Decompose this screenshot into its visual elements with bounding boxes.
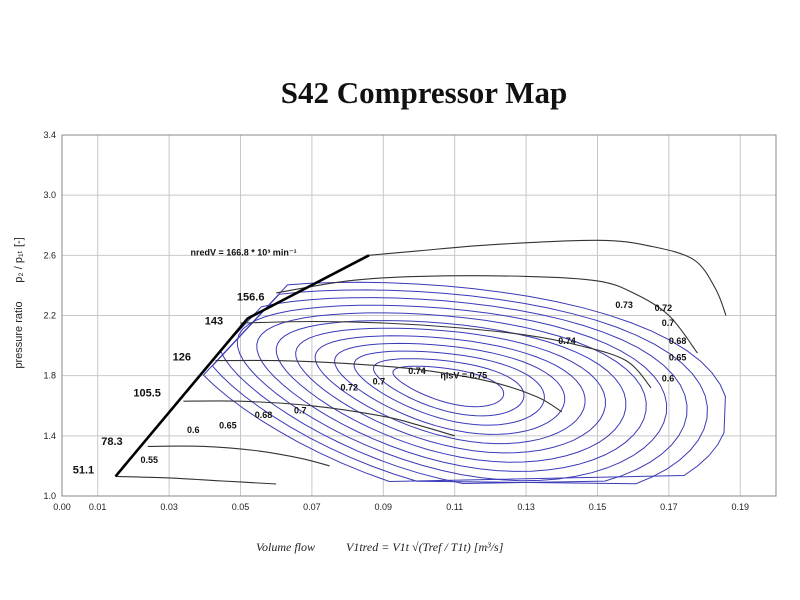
efficiency-contour-2 [353, 350, 545, 426]
efficiency-label: 0.73 [615, 300, 633, 310]
efficiency-contour-4 [314, 335, 586, 445]
efficiency-label: 0.7 [294, 405, 307, 415]
surge-line-path [114, 254, 370, 478]
x-tick-label: 0.05 [232, 502, 250, 512]
chart-title: S42 Compressor Map [281, 75, 567, 110]
efficiency-label: 0.6 [187, 425, 200, 435]
x-tick-label: 0.00 [53, 502, 71, 512]
y-tick-label: 2.2 [43, 311, 56, 321]
efficiency-contour-9 [219, 297, 688, 485]
y-tick-label: 1.0 [43, 491, 56, 501]
efficiency-contour-8 [236, 304, 668, 482]
speed-line-label: 78.3 [101, 436, 122, 448]
y-axis-label-secondary: p₂ / p₁ₜ [-] [13, 237, 25, 282]
chart-labels: 51.1 78.3 105.5 126 143 156.6 0.55 0.6 0.65 0.68 0… [73, 247, 687, 476]
y-axis-ticks: 1.0 1.4 1.8 2.2 2.6 3.0 3.4 [43, 130, 56, 501]
y-tick-label: 2.6 [43, 250, 56, 260]
speed-line-label: 126 [173, 352, 191, 364]
y-axis-label: pressure ratio [13, 301, 25, 368]
efficiency-contour-10 [211, 289, 708, 485]
efficiency-contour-11 [202, 281, 726, 483]
efficiency-label: 0.7 [662, 318, 675, 328]
efficiency-contour-5 [295, 327, 606, 454]
y-tick-label: 1.4 [43, 431, 56, 441]
efficiency-label: 0.68 [255, 410, 273, 420]
x-tick-label: 0.13 [517, 502, 535, 512]
speed-line-label: 143 [205, 316, 223, 328]
speed-line-2 [183, 400, 455, 437]
x-tick-label: 0.01 [89, 502, 107, 512]
speed-line-label: 156.6 [237, 291, 265, 303]
x-axis-ticks: 0.00 0.01 0.03 0.05 0.07 0.09 0.11 0.13 0.15 0.17… [53, 502, 749, 512]
x-tick-label: 0.09 [375, 502, 393, 512]
x-tick-label: 0.03 [160, 502, 178, 512]
efficiency-label: 0.65 [669, 353, 687, 363]
x-tick-label: 0.11 [446, 502, 463, 512]
x-axis-label: Volume flow V1tred = V1t √(Tref / T1t) [… [256, 540, 504, 554]
efficiency-label: 0.72 [655, 303, 673, 313]
speed-line-label: 105.5 [133, 388, 161, 400]
speed-line-3 [215, 359, 563, 413]
efficiency-contour-6 [275, 320, 627, 463]
efficiency-label: ηisV = 0.75 [440, 371, 487, 381]
efficiency-label: 0.68 [669, 336, 687, 346]
speed-line-4 [240, 320, 652, 389]
x-tick-label: 0.19 [732, 502, 750, 512]
efficiency-label: 0.6 [662, 374, 675, 384]
max-speed-annotation: nredV = 166.8 * 10³ min⁻¹ [191, 247, 297, 257]
efficiency-contour-3 [334, 342, 566, 435]
efficiency-label: 0.7 [373, 377, 386, 387]
x-tick-label: 0.15 [589, 502, 607, 512]
x-axis-label-prefix: Volume flow [256, 540, 315, 554]
x-tick-label: 0.17 [660, 502, 678, 512]
speed-lines [115, 239, 727, 485]
plot-frame [61, 134, 777, 497]
y-tick-label: 1.8 [43, 371, 56, 381]
speed-line-0 [115, 475, 277, 485]
efficiency-label: 0.74 [558, 336, 576, 346]
efficiency-label: 0.65 [219, 420, 237, 430]
x-tick-label: 0.07 [303, 502, 321, 512]
y-tick-label: 3.4 [43, 130, 56, 140]
speed-line-1 [147, 445, 330, 467]
efficiency-label: 0.74 [408, 366, 426, 376]
speed-line-6 [368, 239, 727, 316]
surge-line [114, 254, 370, 478]
efficiency-contour-0 [392, 365, 505, 408]
efficiency-label: 0.72 [340, 383, 358, 393]
efficiency-label: 0.55 [141, 455, 159, 465]
speed-line-5 [276, 275, 698, 354]
y-tick-label: 3.0 [43, 190, 56, 200]
x-axis-label-formula: V1tred = V1t √(Tref / T1t) [m³/s] [346, 540, 504, 554]
speed-line-label: 51.1 [73, 464, 94, 476]
